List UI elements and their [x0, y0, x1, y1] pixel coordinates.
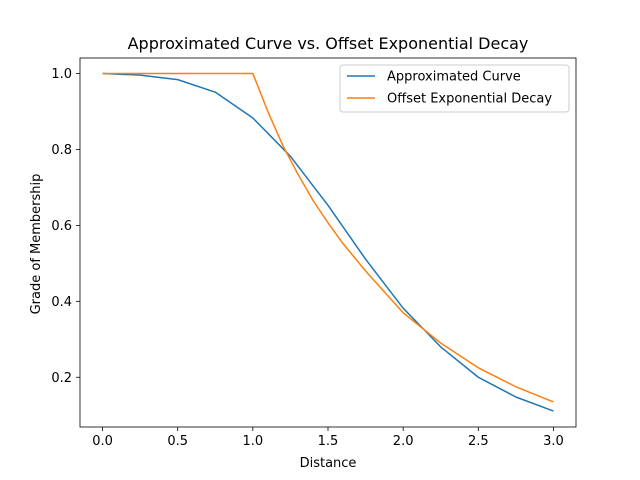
legend-label-1: Approximated Curve — [387, 70, 521, 85]
x-tick-label: 2.0 — [393, 434, 414, 449]
x-tick-label: 2.5 — [468, 434, 489, 449]
series-line-1 — [102, 72, 554, 412]
legend-box — [339, 64, 570, 113]
y-tick-label: 0.4 — [51, 295, 72, 310]
legend-label-2: Offset Exponential Decay — [387, 92, 552, 107]
x-axis-title: Distance — [300, 456, 357, 471]
y-tick-label: 1.0 — [51, 67, 72, 82]
y-axis-title: Grade of Membership — [29, 174, 44, 315]
y-tick-label: 0.2 — [51, 371, 72, 386]
chart-title: Approximated Curve vs. Offset Exponentia… — [128, 34, 529, 53]
y-tick-label: 0.6 — [51, 219, 72, 234]
x-tick-label: 1.0 — [243, 434, 264, 449]
plot-area: 0.0 0.5 1.0 1.5 2.0 2.5 3.0 0.2 0.4 0.6 0.8 1.0 — [51, 57, 577, 449]
series-line-2 — [102, 72, 554, 403]
x-tick-label: 3.0 — [543, 434, 564, 449]
x-tick-label: 1.5 — [318, 434, 339, 449]
legend: Approximated Curve Offset Exponential Dec… — [339, 64, 570, 113]
x-tick-label: 0.0 — [92, 434, 113, 449]
x-tick-label: 0.5 — [167, 434, 188, 449]
y-tick-label: 0.8 — [51, 143, 72, 158]
